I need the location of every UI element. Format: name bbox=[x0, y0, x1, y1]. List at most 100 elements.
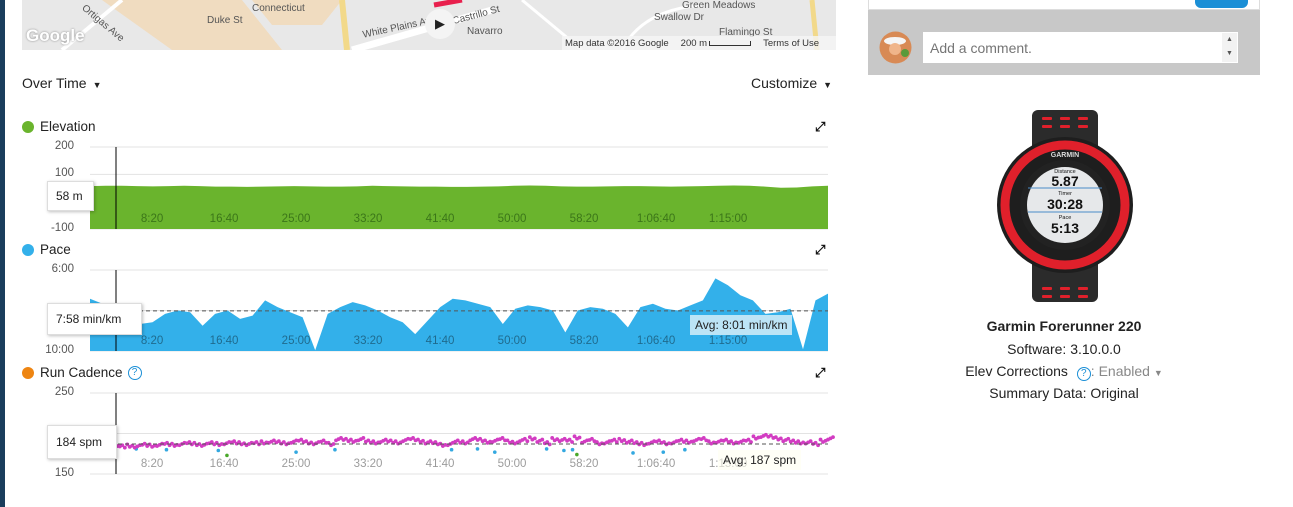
street-label: Swallow Dr bbox=[654, 12, 705, 23]
cadence-point-blue bbox=[333, 447, 337, 452]
elevation-tooltip: 58 m bbox=[47, 181, 94, 211]
cadence-point bbox=[299, 437, 304, 442]
legend-dot bbox=[22, 243, 34, 256]
device-software: Software: 3.10.0.0 bbox=[1007, 341, 1121, 357]
cadence-point bbox=[170, 441, 174, 446]
cadence-point bbox=[209, 440, 214, 444]
help-icon[interactable]: ? bbox=[127, 365, 142, 380]
device-summary: Summary Data: Original bbox=[989, 385, 1139, 401]
y-tick: -100 bbox=[50, 222, 74, 234]
cadence-point bbox=[361, 436, 366, 440]
cadence-point bbox=[142, 441, 147, 446]
elev-dropdown[interactable]: : Enabled ▼ bbox=[1091, 363, 1163, 379]
x-tick: 16:40 bbox=[210, 458, 239, 470]
cadence-point bbox=[550, 436, 555, 440]
left-edge-bar bbox=[0, 0, 5, 507]
avatar[interactable] bbox=[879, 31, 912, 64]
cadence-title: Run Cadence? bbox=[22, 365, 142, 380]
cadence-point bbox=[505, 438, 510, 443]
chart-title: Run Cadence bbox=[40, 365, 123, 380]
cadence-point bbox=[778, 436, 783, 441]
cadence-point bbox=[595, 440, 599, 444]
cadence-point bbox=[701, 436, 706, 440]
cadence-point-blue bbox=[661, 450, 666, 454]
x-tick: 8:20 bbox=[141, 335, 163, 347]
cadence-point bbox=[349, 437, 353, 442]
map-attribution: Map data ©2016 Google bbox=[565, 37, 669, 49]
device-name: Garmin Forerunner 220 bbox=[986, 318, 1142, 334]
cadence-point bbox=[729, 439, 733, 444]
charts-canvas[interactable]: 8:20 16:40 25:00 33:20 41:40 50:00 58:20 1:06:4… bbox=[0, 0, 840, 507]
cadence-point bbox=[281, 440, 286, 444]
cadence-point bbox=[634, 440, 639, 444]
cadence-point bbox=[500, 436, 505, 440]
cadence-point bbox=[393, 439, 398, 444]
cadence-point bbox=[796, 439, 801, 444]
pace-tooltip: 7:58 min/km bbox=[47, 303, 142, 335]
cadence-point bbox=[590, 436, 594, 441]
x-tick: 41:40 bbox=[426, 213, 455, 225]
watch-value: 5.87 bbox=[1051, 173, 1078, 189]
cadence-point bbox=[259, 439, 264, 444]
customize-dropdown[interactable]: Customize ▼ bbox=[751, 75, 832, 91]
map-scale: 200 m bbox=[680, 37, 708, 49]
cadence-point bbox=[773, 435, 778, 440]
cadence-tooltip: 184 spm bbox=[47, 425, 117, 459]
cadence-point bbox=[614, 440, 619, 444]
cadence-point bbox=[540, 437, 545, 442]
cadence-point bbox=[460, 439, 465, 444]
cadence-point bbox=[532, 436, 537, 441]
comment-input[interactable] bbox=[923, 32, 1238, 63]
cadence-point bbox=[366, 438, 371, 443]
caret-down-icon: ▼ bbox=[823, 80, 833, 90]
tooltip-value: 184 spm bbox=[56, 435, 103, 449]
comment-scrollbar[interactable]: ▲ ▼ bbox=[1222, 33, 1237, 62]
cadence-point bbox=[547, 442, 552, 447]
chart-title: Pace bbox=[40, 242, 71, 257]
cadence-point-blue bbox=[631, 451, 635, 455]
x-tick: 8:20 bbox=[141, 213, 163, 225]
cadence-point bbox=[791, 438, 796, 443]
cadence-point-blue bbox=[475, 447, 480, 451]
cadence-point bbox=[232, 439, 237, 444]
watch-value: 5:13 bbox=[1051, 220, 1079, 236]
caret-down-icon: ▼ bbox=[1153, 368, 1163, 378]
cadence-point bbox=[751, 434, 756, 439]
view-label: Over Time bbox=[22, 75, 87, 91]
x-tick: 25:00 bbox=[282, 335, 311, 347]
x-tick: 58:20 bbox=[570, 458, 599, 470]
terms-link[interactable]: Terms of Use bbox=[763, 37, 820, 49]
street-label: Duke St bbox=[207, 15, 243, 26]
cadence-point bbox=[187, 440, 192, 444]
play-icon[interactable]: ▶ bbox=[425, 9, 455, 39]
pace-area bbox=[90, 278, 828, 351]
cadence-point bbox=[749, 440, 753, 444]
cadence-point-blue bbox=[544, 447, 549, 451]
help-icon[interactable]: ? bbox=[1076, 367, 1091, 381]
cadence-point bbox=[629, 438, 634, 443]
map-attribution-bar: Map data ©2016 Google 200 m Terms of Use bbox=[562, 36, 836, 50]
post-button[interactable] bbox=[1195, 0, 1248, 8]
expand-icon[interactable]: ⤢ bbox=[815, 365, 826, 380]
x-tick: 41:40 bbox=[426, 335, 455, 347]
x-tick: 58:20 bbox=[570, 213, 599, 225]
cadence-point bbox=[237, 440, 241, 444]
cadence-point bbox=[831, 435, 835, 440]
expand-icon[interactable]: ⤢ bbox=[815, 242, 826, 257]
cadence-point bbox=[679, 437, 684, 442]
view-dropdown[interactable]: Over Time ▼ bbox=[22, 75, 102, 91]
y-tick: 100 bbox=[54, 167, 74, 179]
watch-brand: GARMIN bbox=[1051, 152, 1079, 159]
x-tick: 16:40 bbox=[210, 213, 239, 225]
chart-title: Elevation bbox=[40, 119, 96, 134]
expand-icon[interactable]: ⤢ bbox=[815, 119, 826, 134]
route-map[interactable]: Connecticut Duke St Ortigas Ave White Pl… bbox=[22, 0, 836, 50]
caret-down-icon: ▼ bbox=[92, 80, 102, 90]
cadence-point bbox=[371, 439, 376, 444]
cadence-point bbox=[662, 440, 666, 444]
cadence-point bbox=[706, 439, 711, 444]
cadence-point bbox=[331, 442, 336, 446]
cadence-point bbox=[808, 439, 813, 444]
cadence-point-blue bbox=[449, 447, 454, 452]
watch-label: Pace bbox=[1059, 215, 1072, 221]
